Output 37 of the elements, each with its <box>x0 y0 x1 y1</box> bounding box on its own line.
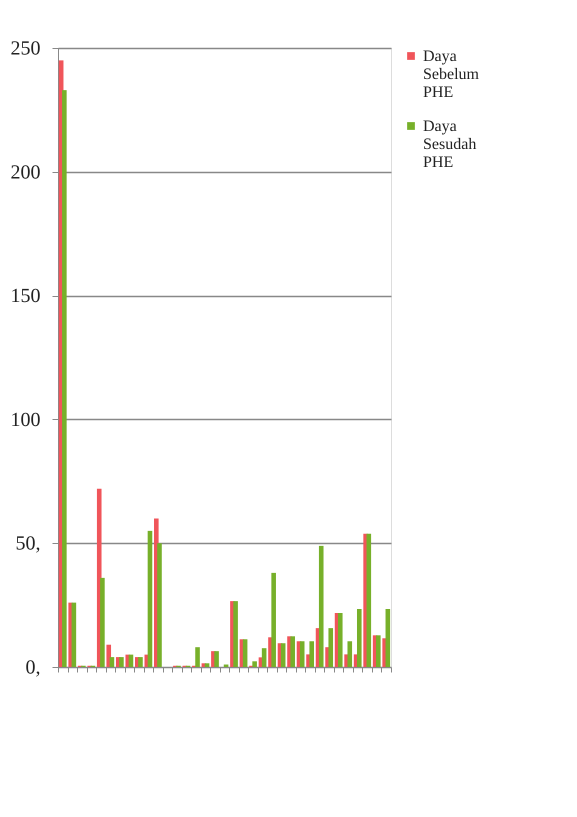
bar <box>128 654 134 667</box>
y-tick-label: 100 <box>10 408 40 431</box>
bar <box>300 641 304 667</box>
bar <box>290 636 295 667</box>
bar <box>233 601 238 667</box>
bar <box>242 639 248 667</box>
bar <box>318 546 324 667</box>
bar <box>356 609 362 667</box>
bar <box>328 628 334 667</box>
bar <box>138 657 143 667</box>
bar <box>72 602 76 667</box>
y-tick-label: 0, <box>26 656 40 678</box>
y-tick-label: 150 <box>10 285 40 308</box>
bar <box>119 657 124 667</box>
bar <box>204 663 210 667</box>
bar <box>62 90 67 667</box>
bar <box>376 635 381 667</box>
bar <box>157 543 162 667</box>
bar <box>100 578 105 667</box>
bar <box>110 657 114 667</box>
bar <box>195 647 200 667</box>
bar <box>214 651 219 667</box>
bar <box>271 572 276 667</box>
bar <box>280 643 286 667</box>
y-tick-label: 200 <box>10 161 40 184</box>
y-tick-label: 50, <box>16 532 40 555</box>
legend-label: Daya Sesudah PHE <box>423 118 476 171</box>
bar <box>338 613 343 667</box>
bar <box>347 641 352 667</box>
bar <box>366 534 372 667</box>
bar <box>386 609 390 667</box>
bar <box>309 641 314 667</box>
y-tick-label: 250 <box>10 38 40 60</box>
bar <box>262 648 266 667</box>
bar <box>148 530 152 667</box>
bar <box>252 661 257 667</box>
legend-label: Daya Sebelum PHE <box>423 48 480 101</box>
